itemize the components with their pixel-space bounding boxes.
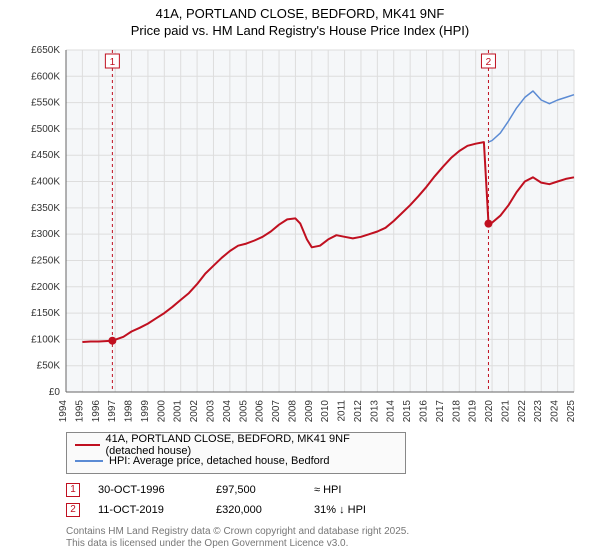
- svg-text:2020: 2020: [484, 399, 495, 422]
- svg-text:£450K: £450K: [31, 150, 60, 161]
- svg-text:2018: 2018: [451, 399, 462, 422]
- svg-text:£400K: £400K: [31, 176, 60, 187]
- sale-price: £97,500: [216, 484, 296, 496]
- svg-text:1999: 1999: [140, 399, 151, 422]
- sale-date: 11-OCT-2019: [98, 504, 198, 516]
- svg-text:2012: 2012: [353, 399, 364, 422]
- svg-text:1998: 1998: [124, 399, 135, 422]
- sale-delta: ≈ HPI: [314, 484, 414, 496]
- svg-text:1996: 1996: [91, 399, 102, 422]
- svg-text:2025: 2025: [566, 399, 577, 422]
- sale-delta: 31% ↓ HPI: [314, 504, 414, 516]
- svg-text:2: 2: [486, 57, 492, 68]
- svg-text:£200K: £200K: [31, 282, 60, 293]
- svg-text:2009: 2009: [304, 399, 315, 422]
- svg-text:2011: 2011: [337, 399, 348, 421]
- svg-text:2006: 2006: [255, 399, 266, 422]
- svg-text:2023: 2023: [533, 399, 544, 422]
- sale-row: 1 30-OCT-1996 £97,500 ≈ HPI: [66, 480, 590, 500]
- sale-marker-box: 2: [66, 503, 80, 517]
- legend-label: 41A, PORTLAND CLOSE, BEDFORD, MK41 9NF (…: [106, 433, 397, 457]
- svg-text:2024: 2024: [550, 399, 561, 422]
- sale-date: 30-OCT-1996: [98, 484, 198, 496]
- sale-price: £320,000: [216, 504, 296, 516]
- sale-row: 2 11-OCT-2019 £320,000 31% ↓ HPI: [66, 500, 590, 520]
- legend-label: HPI: Average price, detached house, Bedf…: [109, 455, 330, 467]
- svg-text:£650K: £650K: [31, 45, 60, 56]
- svg-text:2015: 2015: [402, 399, 413, 422]
- svg-text:£550K: £550K: [31, 97, 60, 108]
- svg-text:£600K: £600K: [31, 71, 60, 82]
- sales-table: 1 30-OCT-1996 £97,500 ≈ HPI 2 11-OCT-2019 £320…: [66, 480, 590, 520]
- line-chart-svg: £0 £50K £100K £150K £200K £250K £300K £350K £400…: [20, 44, 580, 424]
- sale-marker-box: 1: [66, 483, 80, 497]
- legend-swatch: [75, 460, 103, 462]
- svg-text:2010: 2010: [320, 399, 331, 422]
- svg-text:2021: 2021: [500, 399, 511, 422]
- legend-swatch: [75, 444, 100, 446]
- chart-plot-area: £0 £50K £100K £150K £200K £250K £300K £350K £400…: [20, 44, 590, 424]
- svg-text:1997: 1997: [107, 399, 118, 422]
- svg-text:£500K: £500K: [31, 124, 60, 135]
- legend: 41A, PORTLAND CLOSE, BEDFORD, MK41 9NF (…: [66, 432, 406, 474]
- svg-text:2017: 2017: [435, 399, 446, 422]
- svg-text:2014: 2014: [386, 399, 397, 422]
- attribution-line-1: Contains HM Land Registry data © Crown c…: [66, 526, 590, 538]
- svg-text:2022: 2022: [517, 399, 528, 422]
- svg-text:£150K: £150K: [31, 308, 60, 319]
- svg-text:2013: 2013: [369, 399, 380, 422]
- svg-text:2019: 2019: [468, 399, 479, 422]
- svg-text:2001: 2001: [173, 399, 184, 422]
- svg-text:£300K: £300K: [31, 229, 60, 240]
- svg-text:2002: 2002: [189, 399, 200, 422]
- svg-text:2008: 2008: [287, 399, 298, 422]
- chart-title: 41A, PORTLAND CLOSE, BEDFORD, MK41 9NF P…: [10, 6, 590, 40]
- title-line-2: Price paid vs. HM Land Registry's House …: [10, 23, 590, 40]
- svg-text:2000: 2000: [156, 399, 167, 422]
- svg-text:1995: 1995: [74, 399, 85, 422]
- svg-text:£100K: £100K: [31, 334, 60, 345]
- svg-text:1994: 1994: [58, 399, 69, 422]
- svg-text:£0: £0: [49, 387, 61, 398]
- chart-container: 41A, PORTLAND CLOSE, BEDFORD, MK41 9NF P…: [0, 0, 600, 560]
- svg-text:£50K: £50K: [37, 360, 61, 371]
- svg-text:£350K: £350K: [31, 203, 60, 214]
- svg-text:1: 1: [110, 57, 116, 68]
- svg-text:2004: 2004: [222, 399, 233, 422]
- svg-text:2007: 2007: [271, 399, 282, 422]
- svg-text:£250K: £250K: [31, 255, 60, 266]
- svg-text:2003: 2003: [205, 399, 216, 422]
- legend-row: 41A, PORTLAND CLOSE, BEDFORD, MK41 9NF (…: [75, 437, 397, 453]
- attribution-line-2: This data is licensed under the Open Gov…: [66, 538, 590, 550]
- svg-text:2005: 2005: [238, 399, 249, 422]
- title-line-1: 41A, PORTLAND CLOSE, BEDFORD, MK41 9NF: [10, 6, 590, 23]
- attribution-text: Contains HM Land Registry data © Crown c…: [66, 526, 590, 550]
- svg-text:2016: 2016: [419, 399, 430, 422]
